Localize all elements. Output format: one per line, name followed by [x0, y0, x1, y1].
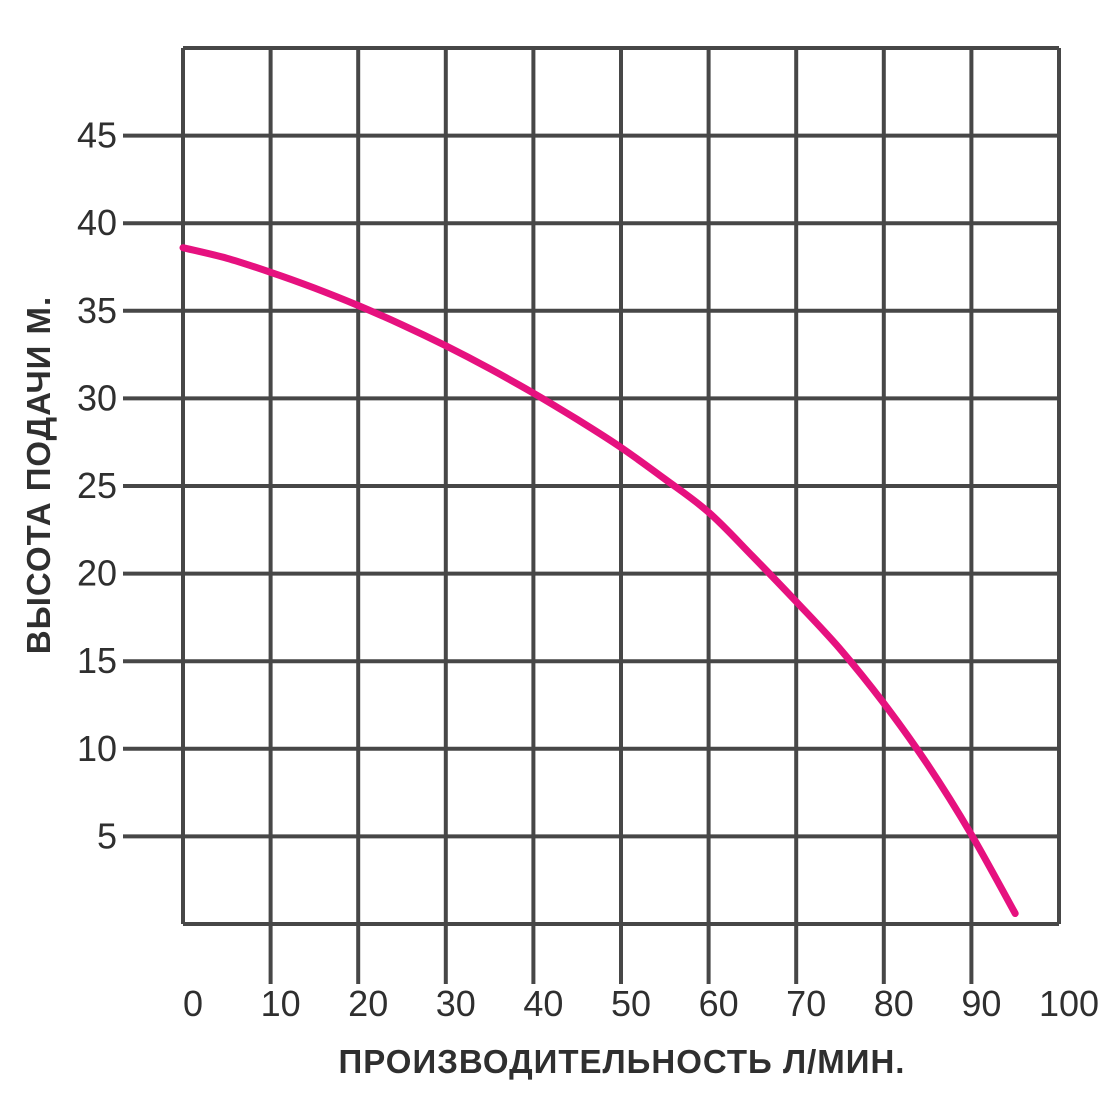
x-tick-label: 60 [699, 983, 739, 1024]
series-layer [179, 244, 1019, 917]
grid [123, 46, 1061, 984]
x-tick-label: 70 [786, 983, 826, 1024]
y-axis-title: ВЫСОТА ПОДАЧИ М. [20, 296, 57, 654]
x-tick-label: 100 [1039, 983, 1099, 1024]
x-tick-label: 90 [961, 983, 1001, 1024]
y-tick-label: 5 [97, 815, 117, 856]
y-tick-label: 15 [77, 640, 117, 681]
x-tick-label: 20 [348, 983, 388, 1024]
x-tick-label: 40 [523, 983, 563, 1024]
x-tick-label: 80 [874, 983, 914, 1024]
y-axis-ticks: 5 10 15 20 25 30 35 40 45 [77, 115, 117, 857]
y-tick-label: 30 [77, 377, 117, 418]
x-tick-label: 50 [611, 983, 651, 1024]
x-axis-ticks: 0 10 20 30 40 50 60 70 80 90 100 [183, 983, 1099, 1024]
series-line [179, 244, 1019, 917]
x-tick-label: 0 [183, 983, 203, 1024]
x-tick-label: 10 [261, 983, 301, 1024]
y-tick-label: 45 [77, 115, 117, 156]
y-tick-label: 25 [77, 465, 117, 506]
y-tick-label: 40 [77, 202, 117, 243]
y-tick-label: 20 [77, 553, 117, 594]
x-tick-label: 30 [436, 983, 476, 1024]
y-tick-label: 10 [77, 728, 117, 769]
x-axis-title: ПРОИЗВОДИТЕЛЬНОСТЬ Л/МИН. [339, 1043, 906, 1080]
y-tick-label: 35 [77, 290, 117, 331]
